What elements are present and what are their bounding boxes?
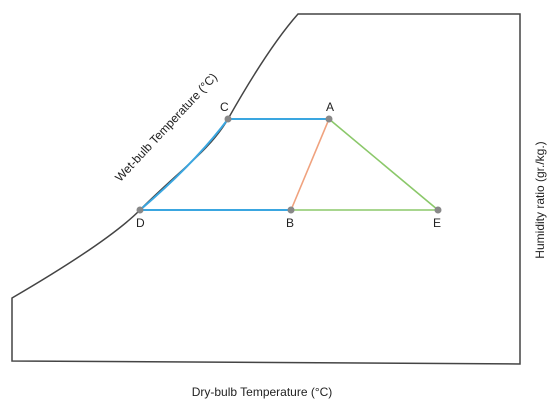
chart-outline <box>11 13 521 365</box>
saturation-label: Wet-bulb Temperature (°C) <box>112 70 220 184</box>
y-axis-label: Humidity ratio (gr./kg.) <box>533 141 547 258</box>
point-e <box>434 206 442 214</box>
point-b <box>287 206 295 214</box>
point-c <box>224 115 232 123</box>
point-a <box>325 115 333 123</box>
label-e: E <box>433 216 441 230</box>
label-a: A <box>326 100 334 114</box>
label-b: B <box>286 216 294 230</box>
line-a-e <box>328 118 439 211</box>
label-c: C <box>220 100 229 114</box>
point-d <box>136 206 144 214</box>
line-b-a <box>290 118 330 211</box>
label-d: D <box>136 216 145 230</box>
line-d-c <box>139 118 229 211</box>
x-axis-label: Dry-bulb Temperature (°C) <box>192 385 333 399</box>
